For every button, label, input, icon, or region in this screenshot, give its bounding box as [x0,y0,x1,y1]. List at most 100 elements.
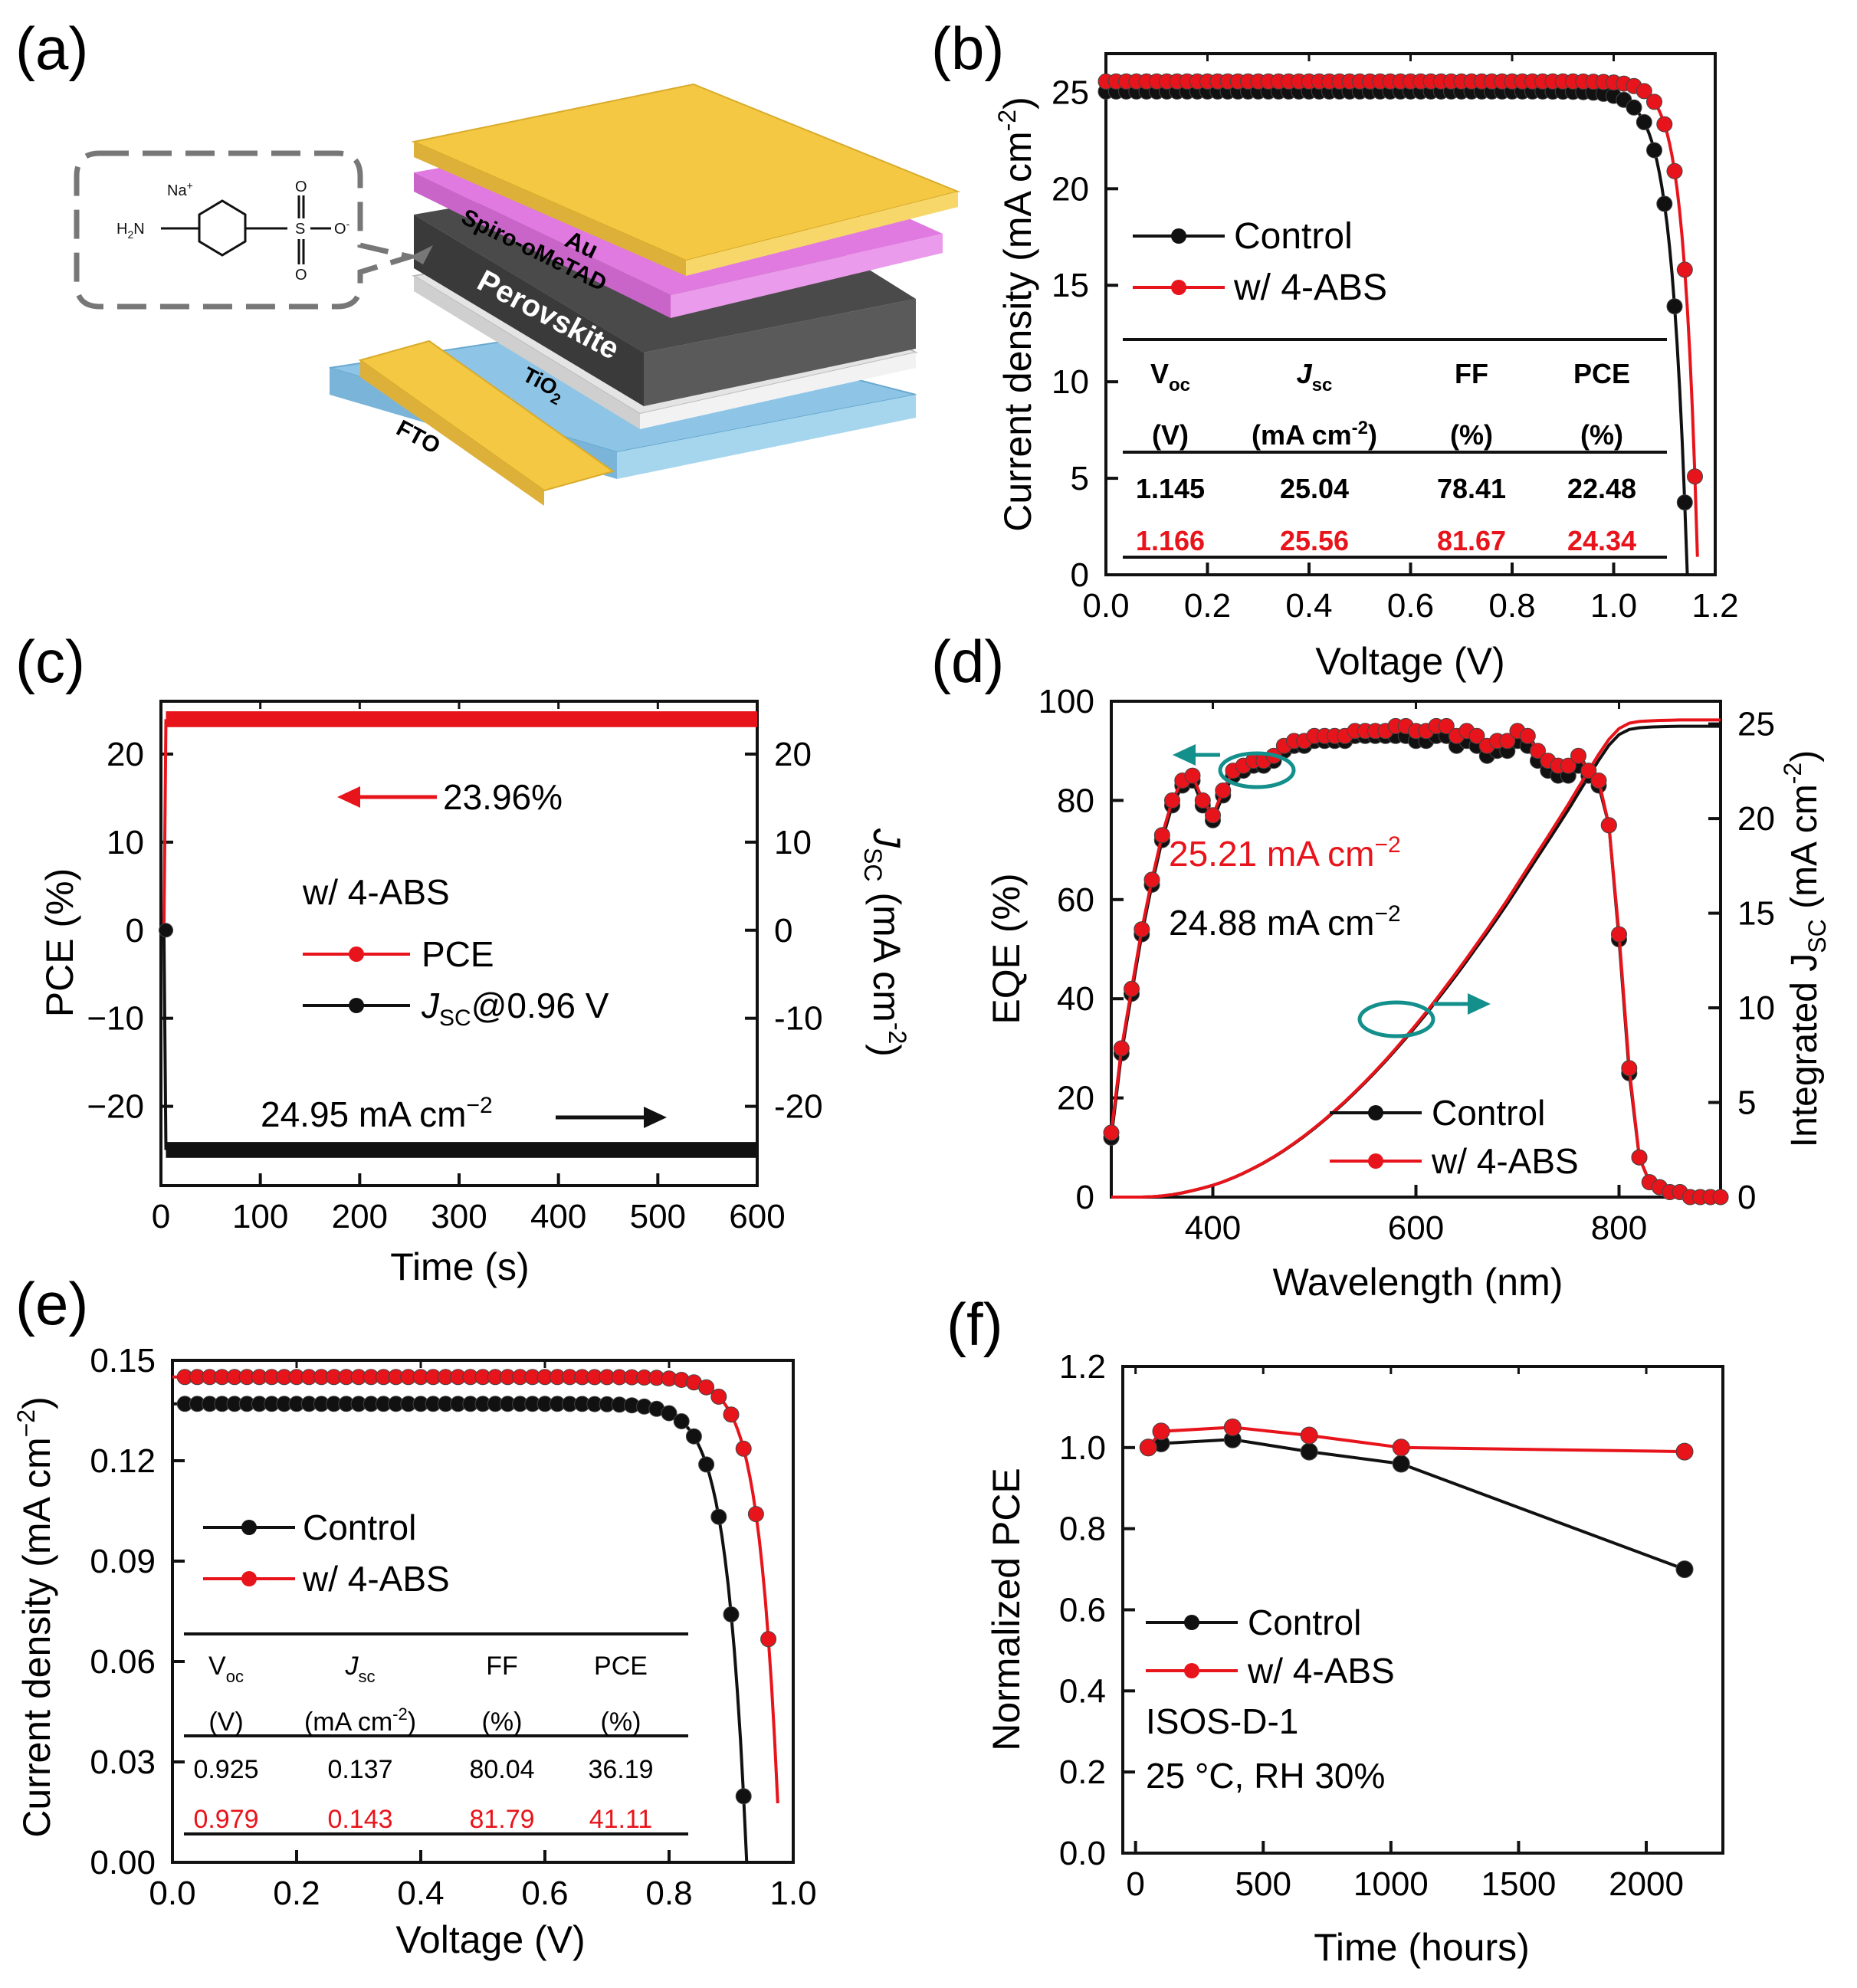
e-series-1-marker [760,1631,777,1648]
panel-c-plot [159,711,757,1158]
d-ytick-right-label: 5 [1737,1084,1756,1122]
panel-e-ticks: 0.0 0.2 0.4 0.6 0.8 1.0 0.00 0.03 0.06 0.09 0.12 0.… [90,1342,816,1912]
table-b-u-pce: (%) [1580,419,1623,451]
d-ytick-label: 80 [1057,782,1094,819]
fto-side [617,395,916,479]
panel-c-label: (c) [15,628,85,695]
table-e-r1-ff: 81.79 [469,1805,534,1834]
d-eqe-1-marker [1560,757,1576,774]
table-b-h-pce: PCE [1573,358,1630,389]
b-series-0-marker [1646,142,1662,159]
b-series-1-marker [1636,83,1652,100]
b-xtick-label: 0.0 [1082,587,1129,625]
panel-e: (e) 0.0 0.2 0.4 0.6 0.8 1.00.000.030.060.090.… [12,1270,817,1961]
c-xtick-label: 300 [431,1198,487,1235]
callout-arrow-icon [410,245,433,264]
panel-c-yr-sup: -2 [884,1022,911,1044]
e-series-0-marker [673,1413,690,1429]
f-series-0-line [1147,1438,1685,1571]
table-e-r1-pce: 41.11 [589,1805,653,1834]
legend-e-control-marker [241,1520,257,1535]
molecule-4-abs [161,195,331,264]
e-ytick-label: 0.03 [90,1744,156,1781]
jsc-axis-arrow-icon [1468,993,1491,1015]
c-jsc-band [166,1142,757,1158]
amine-label: H2N [116,221,145,241]
d-jsc-1-line [1111,718,1721,1199]
spiro-front [414,172,671,318]
table-b-r0-jsc: 25.04 [1280,473,1349,504]
annot-d-control-sup: −2 [1374,901,1400,927]
panel-c-yr-sub: SC [859,848,887,881]
c-ytick-label: −10 [87,1000,144,1038]
b-series-1-marker [1676,261,1693,278]
legend-c-jsc-j: J [421,986,440,1025]
sulfur-label: S [295,221,305,238]
b-series-1-marker [1666,162,1683,179]
eqe-axis-oval [1218,751,1296,789]
oxygen-right-text: O [334,221,346,238]
c-pce-band [166,711,757,727]
f-xtick-label: 2000 [1609,1865,1684,1903]
legend-e-control-label: Control [303,1507,416,1547]
annot-d-abs: 25.21 mA cm−2 [1169,832,1401,874]
b-series-0-marker [1626,99,1642,116]
f-series-0-marker [1300,1442,1318,1461]
e-xtick-label: 1.0 [769,1875,816,1912]
table-e: Voc Jsc FF PCE (V) (mA cm-2) (%) (%) 0.9… [193,1652,653,1834]
anion-charge: - [346,218,350,230]
d-eqe-1-marker [1631,1149,1648,1166]
f-ytick-label: 0.6 [1059,1592,1106,1629]
legend-c-jsc-label: JSC@0.96 V [421,986,609,1031]
molecule-labels: Na+ H2N S O O O- [116,179,350,284]
panel-c-yr-j: J [865,828,908,848]
panel-e-ylabel: Current density (mA cm−2) [12,1396,58,1838]
e-ytick-label: 0.06 [90,1643,156,1681]
legend-f-abs-label: w/ 4-ABS [1247,1651,1395,1691]
table-b-h-jsc-main: J [1297,358,1313,389]
molecule-callout [74,150,421,310]
na-charge: + [187,179,193,192]
perovskite-front [414,215,644,406]
table-e-r0-pce: 36.19 [588,1755,653,1784]
d-eqe-1-marker [1468,727,1485,744]
eqe-axis-arrow-icon [1173,744,1196,766]
b-series-1-marker [1646,93,1662,110]
tio2-side [640,353,916,429]
panel-e-plot [172,1369,779,1863]
au-front [414,142,686,276]
c-xtick-label: 0 [152,1198,170,1235]
e-xtick-label: 0.4 [397,1875,444,1912]
c-xtick-label: 100 [232,1198,288,1235]
b-xtick-label: 0.6 [1387,587,1434,625]
f-series-0-marker [1675,1560,1694,1579]
b-ytick-label: 15 [1052,267,1089,304]
c-ytick-label: 10 [107,824,144,861]
f-ytick-label: 0.4 [1059,1672,1106,1710]
panel-c: (c) 0 100 200 300 400 500 60020100−10−2020100-… [15,628,911,1288]
panel-e-label: (e) [15,1270,88,1337]
table-e-h-jsc: Jsc [345,1652,376,1686]
b-ytick-label: 25 [1052,74,1089,111]
annot-c-pce: 23.96% [443,777,563,817]
d-ytick-label: 20 [1057,1080,1094,1117]
table-b-h-voc-main: V [1150,358,1169,389]
d-eqe-1-marker [1530,743,1546,759]
f-ytick-label: 1.2 [1059,1348,1106,1386]
c-xtick-label: 500 [630,1198,686,1235]
f-series-1-marker [1152,1422,1170,1441]
legend-b-abs-label: w/ 4-ABS [1233,267,1387,308]
legend-c-jsc-sub: SC [439,1005,471,1031]
legend-c-jsc-marker [349,998,364,1013]
panel-b-plot [1097,73,1703,576]
d-eqe-1-marker [1134,921,1150,938]
legend-e-abs-marker [241,1571,257,1586]
d-ytick-label: 60 [1057,881,1094,919]
panel-b-ylabel-sup: -2 [993,110,1021,131]
f-series-0-marker [1392,1455,1410,1473]
table-b-u-ff: (%) [1450,419,1493,451]
table-b-u-jsc-sup: -2 [1352,418,1368,438]
d-ytick-right-label: 25 [1737,706,1775,743]
d-eqe-1-marker [1184,767,1201,784]
table-e-r0-ff: 80.04 [469,1755,534,1784]
